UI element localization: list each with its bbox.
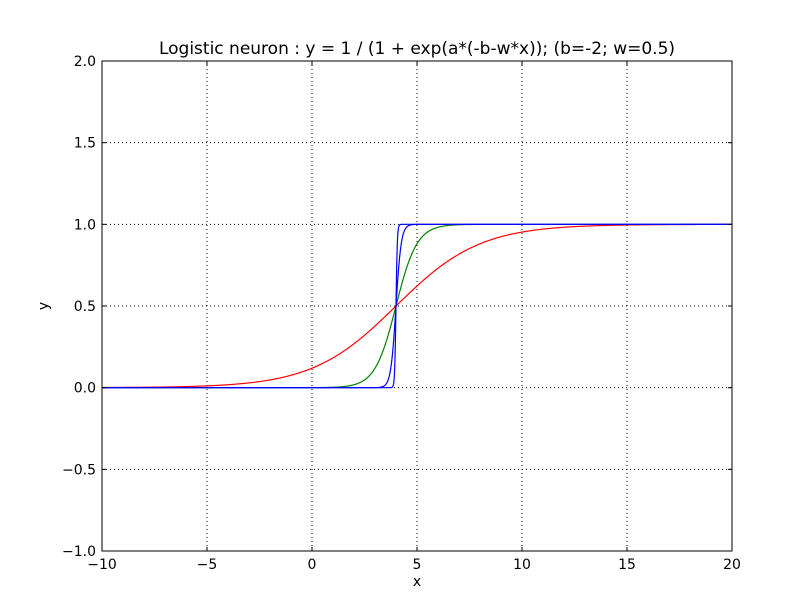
y-tick-label: 1.5: [74, 136, 96, 152]
x-tick-label: −10: [87, 557, 117, 573]
x-tick-label: 5: [413, 557, 422, 573]
x-tick-label: −5: [197, 557, 218, 573]
y-tick-label: 1.0: [74, 217, 96, 233]
series-line-1: [102, 223, 732, 389]
x-tick-labels: −10 −5 0 5 10 15 20: [87, 557, 741, 573]
y-tick-label: 2.0: [74, 54, 96, 70]
ticks: [101, 60, 733, 552]
x-tick-label: 15: [618, 557, 636, 573]
series-lines: [102, 223, 732, 389]
y-tick-labels: −1.0 −0.5 0.0 0.5 1.0 1.5 2.0: [62, 54, 96, 560]
y-axis-label: y: [36, 302, 52, 310]
x-axis-label: x: [413, 574, 421, 590]
y-tick-label: −1.0: [62, 544, 96, 560]
y-tick-label: 0.5: [74, 299, 96, 315]
x-tick-label: 20: [723, 557, 741, 573]
chart-title: Logistic neuron : y = 1 / (1 + exp(a*(-b…: [159, 39, 675, 59]
grid: [102, 61, 732, 551]
series-line-4: [102, 223, 732, 389]
y-tick-label: −0.5: [62, 462, 96, 478]
x-tick-label: 0: [308, 557, 317, 573]
y-tick-label: 0.0: [74, 381, 96, 397]
x-tick-label: 10: [513, 557, 531, 573]
